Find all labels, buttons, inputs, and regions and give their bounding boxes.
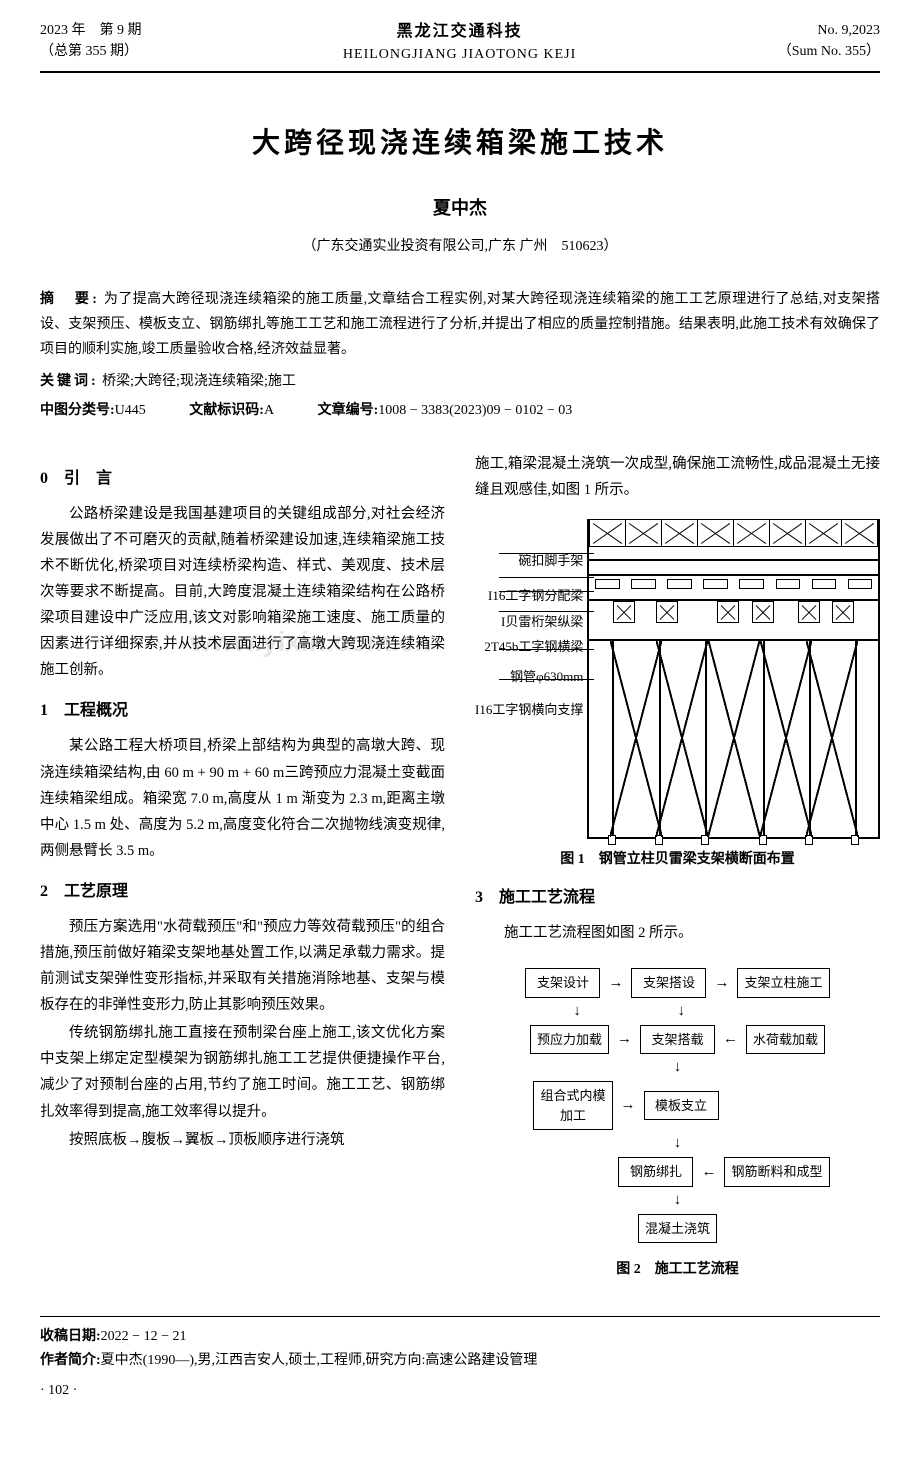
journal-cn: 黑龙江交通科技 (142, 20, 778, 44)
flow-box: 钢筋绑扎 (618, 1157, 693, 1187)
clc-label: 中图分类号: (40, 403, 115, 418)
figure-2-caption: 图 2 施工工艺流程 (475, 1259, 880, 1280)
right-top-para: 施工,箱梁混凝土浇筑一次成型,确保施工流畅性,成品混凝土无接缝且观感佳,如图 1… (475, 451, 880, 503)
figure-1-structure (587, 519, 880, 839)
article-affiliation: （广东交通实业投资有限公司,广东 广州 510623） (40, 236, 880, 257)
abstract-label: 摘 要: (40, 292, 100, 307)
flow-box: 水荷载加载 (746, 1025, 825, 1055)
section-1-heading: 1 工程概况 (40, 699, 445, 723)
section-2-para3: 按照底板→腹板→翼板→顶板顺序进行浇筑 (40, 1127, 445, 1153)
section-0-heading: 0 引 言 (40, 467, 445, 491)
issue-right2: （Sum No. 355） (778, 41, 880, 62)
abstract: 摘 要: 为了提高大跨径现浇连续箱梁的施工质量,文章结合工程实例,对某大跨径现浇… (40, 287, 880, 363)
fig1-label-6: I16工字钢横向支撑 (475, 700, 587, 720)
section-3-heading: 3 施工工艺流程 (475, 886, 880, 910)
arrow-down-icon: ↓ (573, 1004, 581, 1019)
keywords-label: 关键词: (40, 374, 99, 389)
right-column: 施工,箱梁混凝土浇筑一次成型,确保施工流畅性,成品混凝土无接缝且观感佳,如图 1… (475, 451, 880, 1296)
flow-box: 支架搭载 (640, 1025, 715, 1055)
author-bio-label: 作者简介: (40, 1353, 101, 1368)
recv-date-label: 收稿日期: (40, 1329, 101, 1344)
flow-box: 混凝土浇筑 (638, 1214, 717, 1244)
flow-box: 支架搭设 (631, 968, 706, 998)
section-2-heading: 2 工艺原理 (40, 880, 445, 904)
arrow-right-icon: → (617, 1028, 632, 1051)
figure-1: 碗扣脚手架 I16工字钢分配梁 I贝雷桁架纵梁 2T45b工字钢横梁 钢管φ63… (475, 519, 880, 870)
section-2-para1: 预压方案选用"水荷载预压"和"预应力等效荷载预压"的组合措施,预压前做好箱梁支架… (40, 914, 445, 1018)
flow-box: 预应力加载 (530, 1025, 609, 1055)
flow-box: 组合式内模 加工 (533, 1081, 612, 1130)
page: 2023 年 第 9 期 （总第 355 期） 黑龙江交通科技 HEILONGJ… (0, 0, 920, 1422)
fig1-label-3: I贝雷桁架纵梁 (475, 612, 587, 632)
issue-right1: No. 9,2023 (778, 20, 880, 41)
flow-box: 支架立柱施工 (737, 968, 829, 998)
flow-box: 支架设计 (525, 968, 600, 998)
journal-en: HEILONGJIANG JIAOTONG KEJI (142, 44, 778, 65)
flow-box: 钢筋断料和成型 (724, 1157, 829, 1187)
keywords: 关键词: 桥梁;大跨径;现浇连续箱梁;施工 (40, 369, 880, 394)
arrow-down-icon: ↓ (674, 1193, 682, 1208)
section-2-para2: 传统钢筋绑扎施工直接在预制梁台座上施工,该文优化方案中支架上绑定定型模架为钢筋绑… (40, 1020, 445, 1124)
doccode-label: 文献标识码: (189, 403, 264, 418)
arrow-left-icon: ← (723, 1028, 738, 1051)
figure-1-diagram: 碗扣脚手架 I16工字钢分配梁 I贝雷桁架纵梁 2T45b工字钢横梁 钢管φ63… (475, 519, 880, 839)
fig1-label-4: 2T45b工字钢横梁 (475, 637, 587, 657)
keywords-text: 桥梁;大跨径;现浇连续箱梁;施工 (102, 374, 296, 389)
fig1-label-5: 钢管φ630mm (475, 667, 587, 687)
arrow-down-icon: ↓ (674, 1136, 682, 1151)
abstract-text: 为了提高大跨径现浇连续箱梁的施工质量,文章结合工程实例,对某大跨径现浇连续箱梁的… (40, 292, 880, 357)
section-3-para: 施工工艺流程图如图 2 所示。 (475, 920, 880, 946)
recv-date-val: 2022 − 12 − 21 (101, 1329, 187, 1344)
fig1-label-2: I16工字钢分配梁 (475, 586, 587, 606)
issue-line2: （总第 355 期） (40, 41, 142, 62)
classification-line: 中图分类号:U445 文献标识码:A 文章编号:1008 − 3383(2023… (40, 400, 880, 421)
arrow-right-icon: → (714, 972, 729, 995)
artno-val: 1008 − 3383(2023)09 − 0102 − 03 (378, 403, 572, 418)
two-column-content: www.yixin.com.cn 0 引 言 公路桥梁建设是我国基建项目的关键组… (40, 451, 880, 1296)
header-left: 2023 年 第 9 期 （总第 355 期） (40, 20, 142, 62)
page-header: 2023 年 第 9 期 （总第 355 期） 黑龙江交通科技 HEILONGJ… (40, 20, 880, 73)
left-column: 0 引 言 公路桥梁建设是我国基建项目的关键组成部分,对社会经济发展做出了不可磨… (40, 451, 445, 1296)
watermark: www.yixin.com.cn (190, 621, 432, 663)
section-1-para: 某公路工程大桥项目,桥梁上部结构为典型的高墩大跨、现浇连续箱梁结构,由 60 m… (40, 733, 445, 863)
arrow-right-icon: → (621, 1094, 636, 1117)
page-footer: 收稿日期:2022 − 12 − 21 作者简介:夏中杰(1990—),男,江西… (40, 1316, 880, 1402)
figure-2: 支架设计 → 支架搭设 → 支架立柱施工 ↓ ↓ 预应力加载 → 支架 (475, 962, 880, 1280)
arrow-left-icon: ← (701, 1161, 716, 1184)
clc-val: U445 (115, 403, 146, 418)
page-number: · 102 · (40, 1379, 880, 1403)
author-bio-val: 夏中杰(1990—),男,江西吉安人,硕士,工程师,研究方向:高速公路建设管理 (101, 1353, 538, 1368)
header-right: No. 9,2023 （Sum No. 355） (778, 20, 880, 62)
article-title: 大跨径现浇连续箱梁施工技术 (40, 123, 880, 165)
artno-label: 文章编号: (318, 403, 379, 418)
article-author: 夏中杰 (40, 195, 880, 222)
doccode-val: A (264, 403, 274, 418)
figure-1-caption: 图 1 钢管立柱贝雷梁支架横断面布置 (475, 849, 880, 870)
header-center: 黑龙江交通科技 HEILONGJIANG JIAOTONG KEJI (142, 20, 778, 65)
issue-line1: 2023 年 第 9 期 (40, 20, 142, 41)
arrow-down-icon: ↓ (677, 1004, 685, 1019)
flow-box: 模板支立 (644, 1091, 719, 1121)
arrow-right-icon: → (608, 972, 623, 995)
figure-2-flowchart: 支架设计 → 支架搭设 → 支架立柱施工 ↓ ↓ 预应力加载 → 支架 (475, 962, 880, 1249)
arrow-down-icon: ↓ (674, 1060, 682, 1075)
